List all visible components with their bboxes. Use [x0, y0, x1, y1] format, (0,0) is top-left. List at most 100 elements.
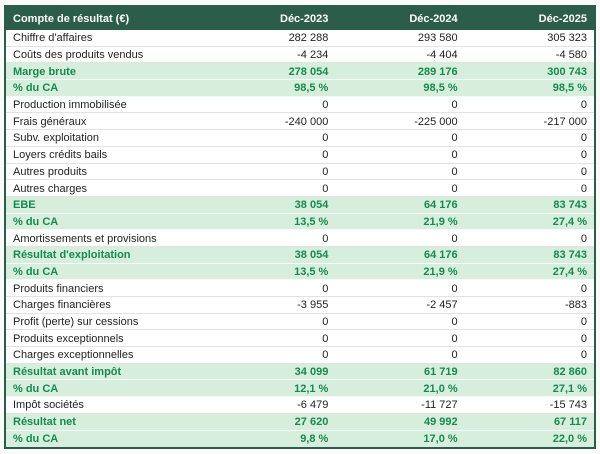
row-value: 49 992: [424, 416, 458, 429]
row-value: 0: [451, 182, 458, 195]
column-header-dec-2025: Déc-2025: [538, 12, 587, 25]
row-value: 64 176: [424, 199, 458, 212]
table-row: Résultat avant impôt 34 099 61 719 82 860: [6, 363, 594, 381]
row-value: 0: [322, 232, 329, 245]
table-row: % du CA 98,5 % 98,5 % 98,5 %: [6, 80, 594, 97]
row-label: Charges financières: [13, 299, 111, 312]
row-value: 64 176: [424, 249, 458, 262]
row-value: -217 000: [543, 115, 587, 128]
table-row: Produits exceptionnels 0 0 0: [6, 330, 594, 348]
row-value: 13,5 %: [294, 265, 329, 278]
row-label: Autres charges: [13, 182, 87, 195]
row-value: 83 743: [553, 199, 587, 212]
row-label: EBE: [13, 199, 36, 212]
row-value: 67 117: [553, 416, 587, 429]
row-label: Loyers crédits bails: [13, 149, 108, 162]
table-row: Amortissements et provisions 0 0 0: [6, 230, 594, 247]
row-value: 0: [322, 132, 329, 145]
row-value: 0: [580, 316, 587, 329]
column-header-dec-2023: Déc-2023: [280, 12, 329, 25]
row-value: 0: [451, 349, 458, 362]
table-row: Autres charges 0 0 0: [6, 180, 594, 197]
row-value: -2 457: [426, 299, 458, 312]
row-label: Amortissements et provisions: [13, 232, 157, 245]
row-label: Marge brute: [13, 65, 76, 78]
row-value: 289 176: [417, 65, 458, 78]
row-value: -15 743: [549, 399, 587, 412]
row-value: 0: [322, 332, 329, 345]
row-value: -4 580: [555, 49, 587, 62]
row-value: 22,0 %: [552, 432, 587, 445]
table-row: % du CA 9,8 % 17,0 % 22,0 %: [6, 430, 594, 448]
table-row: Produits financiers 0 0 0: [6, 280, 594, 297]
row-value: 98,5 %: [552, 82, 587, 95]
row-value: 278 054: [288, 65, 329, 78]
table-row: % du CA 12,1 % 21,0 % 27,1 %: [6, 380, 594, 398]
row-label: Production immobilisée: [13, 99, 127, 112]
row-label: % du CA: [13, 265, 59, 278]
row-value: 0: [580, 349, 587, 362]
table-header-row: Compte de résultat (€) Déc-2023 Déc-2024…: [6, 7, 594, 30]
table-row: Charges exceptionnelles 0 0 0: [6, 347, 594, 364]
row-value: 38 054: [294, 199, 329, 212]
table-row: Résultat d'exploitation 38 054 64 176 83 74…: [6, 246, 594, 264]
row-label: Autres produits: [13, 165, 87, 178]
row-value: 0: [580, 332, 587, 345]
row-label: Résultat d'exploitation: [13, 249, 131, 262]
row-label: Résultat avant impôt: [13, 366, 122, 379]
income-statement-table: Compte de résultat (€) Déc-2023 Déc-2024…: [4, 5, 596, 449]
table-row: Autres produits 0 0 0: [6, 163, 594, 181]
row-value: 34 099: [294, 366, 329, 379]
row-value: -4 234: [297, 49, 329, 62]
row-label: Chiffre d'affaires: [13, 32, 93, 45]
row-label: % du CA: [13, 432, 59, 445]
row-value: 0: [580, 182, 587, 195]
table-row: Chiffre d'affaires 282 288 293 580 305 323: [6, 30, 594, 47]
row-value: 0: [451, 99, 458, 112]
row-label: Produits financiers: [13, 282, 104, 295]
row-value: 293 580: [417, 32, 458, 45]
table-row: % du CA 13,5 % 21,9 % 27,4 %: [6, 213, 594, 231]
row-value: -4 404: [426, 49, 458, 62]
table-row: Frais généraux -240 000 -225 000 -217 000: [6, 113, 594, 131]
row-label: Subv. exploitation: [13, 132, 100, 145]
row-label: Charges exceptionnelles: [13, 349, 134, 362]
row-value: 0: [322, 282, 329, 295]
row-label: Profit (perte) sur cessions: [13, 316, 139, 329]
row-value: 61 719: [424, 366, 458, 379]
row-value: 98,5 %: [423, 82, 458, 95]
row-value: 21,9 %: [423, 215, 458, 228]
table-row: Impôt sociétés -6 479 -11 727 -15 743: [6, 397, 594, 414]
row-value: 17,0 %: [423, 432, 458, 445]
row-value: 0: [451, 316, 458, 329]
table-row: Subv. exploitation 0 0 0: [6, 130, 594, 147]
row-value: 300 743: [547, 65, 587, 78]
row-value: 0: [451, 332, 458, 345]
row-value: 0: [580, 232, 587, 245]
row-value: 27,4 %: [552, 265, 587, 278]
row-value: 13,5 %: [294, 215, 329, 228]
row-value: 0: [451, 149, 458, 162]
row-value: 0: [322, 316, 329, 329]
row-value: 282 288: [288, 32, 329, 45]
row-value: 0: [580, 149, 587, 162]
row-value: 98,5 %: [294, 82, 329, 95]
row-label: Produits exceptionnels: [13, 332, 124, 345]
row-value: 0: [322, 165, 329, 178]
table-row: Marge brute 278 054 289 176 300 743: [6, 63, 594, 81]
row-value: 0: [580, 99, 587, 112]
row-value: -3 955: [297, 299, 329, 312]
row-value: -6 479: [297, 399, 329, 412]
row-value: 0: [322, 149, 329, 162]
row-value: 27,1 %: [552, 382, 587, 395]
row-value: 0: [451, 132, 458, 145]
table-row: Charges financières -3 955 -2 457 -883: [6, 297, 594, 314]
table-row: Loyers crédits bails 0 0 0: [6, 146, 594, 164]
row-label: Résultat net: [13, 416, 76, 429]
row-value: 38 054: [294, 249, 329, 262]
row-label: Frais généraux: [13, 115, 87, 128]
row-label: % du CA: [13, 82, 59, 95]
table-body: Chiffre d'affaires 282 288 293 580 305 323 C…: [6, 30, 594, 448]
table-title: Compte de résultat (€): [13, 12, 130, 25]
row-value: -225 000: [414, 115, 458, 128]
